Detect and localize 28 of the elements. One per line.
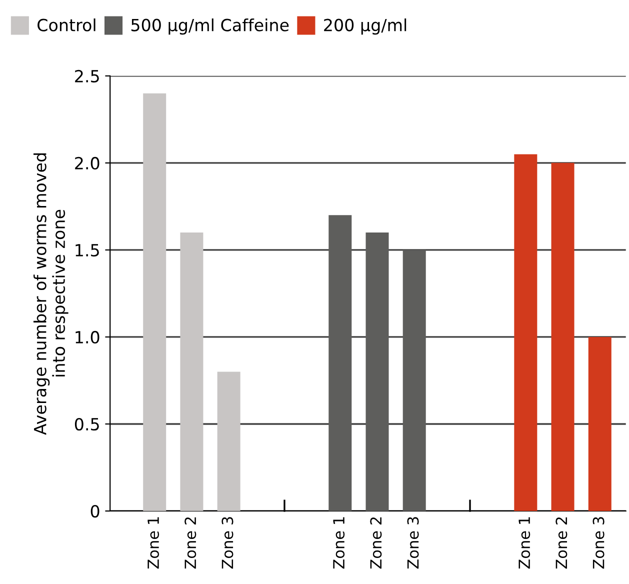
x-tick-label: Zone 3 [592, 517, 604, 569]
y-tick-label: 0.5 [74, 418, 99, 431]
bar [551, 162, 574, 511]
legend-label: 200 µg/ml [324, 18, 406, 35]
x-tick-label: Zone 1 [148, 517, 160, 569]
y-axis-title: Average number of worms moved into respective zone [34, 153, 68, 435]
bar [402, 250, 426, 511]
x-tick-label: Zone 2 [184, 517, 196, 569]
bar [366, 232, 389, 511]
x-tick-label: Zone 3 [222, 517, 234, 569]
x-tick-label: Zone 1 [333, 517, 345, 569]
x-tick-label: Zone 3 [407, 517, 419, 569]
bar [143, 93, 166, 511]
x-tick-label: Zone 1 [518, 517, 530, 569]
y-tick-label: 0 [90, 504, 100, 518]
bar [180, 232, 204, 511]
bar [217, 372, 240, 511]
y-tick-label: 2.5 [75, 70, 99, 82]
legend-label: 500 µg/ml Caffeine [131, 18, 289, 35]
bar [328, 215, 352, 511]
bar [588, 336, 612, 511]
bar [514, 154, 538, 511]
y-tick-label: 2.0 [75, 156, 100, 170]
y-tick-label: 1.5 [76, 244, 99, 257]
legend-label: Control [38, 18, 96, 32]
x-tick-label: Zone 2 [370, 517, 382, 569]
x-tick-label: Zone 2 [556, 517, 568, 569]
y-tick-label: 1.0 [76, 330, 100, 344]
